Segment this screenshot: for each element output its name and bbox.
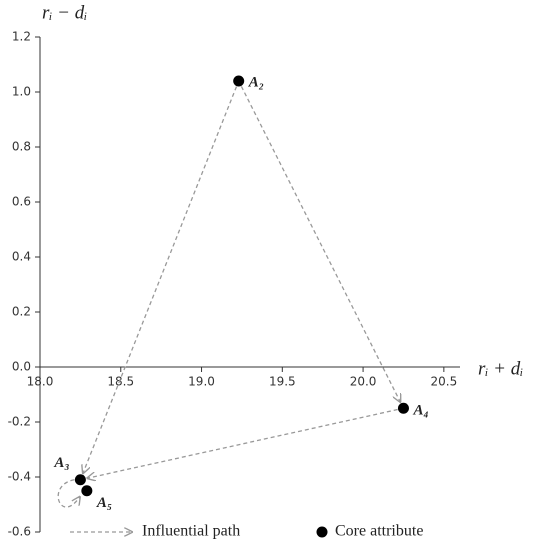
y-tick-label: 0.8: [12, 140, 31, 154]
point-label: A₃: [53, 455, 69, 471]
point: [397, 402, 409, 414]
influential-path: [57, 479, 80, 508]
x-tick-label: 20.5: [430, 375, 457, 389]
point-label: A₂: [248, 74, 264, 90]
legend-point-label: Core attribute: [335, 523, 423, 540]
y-tick-label: -0.2: [8, 415, 31, 429]
influential-path: [83, 86, 238, 474]
point: [74, 474, 86, 486]
legend-path-label: Influential path: [142, 523, 240, 540]
x-axis-title: rᵢ + dᵢ: [478, 358, 523, 379]
x-tick-label: 19.5: [269, 375, 296, 389]
y-axis-title: rᵢ − dᵢ: [42, 2, 87, 23]
x-tick-label: 19.0: [188, 375, 215, 389]
point: [81, 485, 93, 497]
y-tick-label: 1.0: [12, 85, 31, 99]
point-label: A₄: [412, 403, 428, 419]
x-tick-label: 18.5: [107, 375, 134, 389]
y-tick-label: -0.6: [8, 525, 31, 539]
influential-path: [240, 86, 400, 402]
point: [233, 75, 245, 87]
y-tick-label: 0.6: [12, 195, 31, 209]
y-tick-label: 0.2: [12, 305, 31, 319]
influential-path: [87, 408, 398, 479]
legend-point-symbol: [316, 526, 328, 538]
point-label: A₅: [96, 495, 112, 511]
x-tick-label: 18.0: [27, 375, 54, 389]
y-tick-label: 0.4: [12, 250, 31, 264]
x-tick-label: 20.0: [350, 375, 377, 389]
y-tick-label: -0.4: [8, 470, 31, 484]
y-tick-label: 0.0: [12, 360, 31, 374]
y-tick-label: 1.2: [12, 30, 31, 44]
